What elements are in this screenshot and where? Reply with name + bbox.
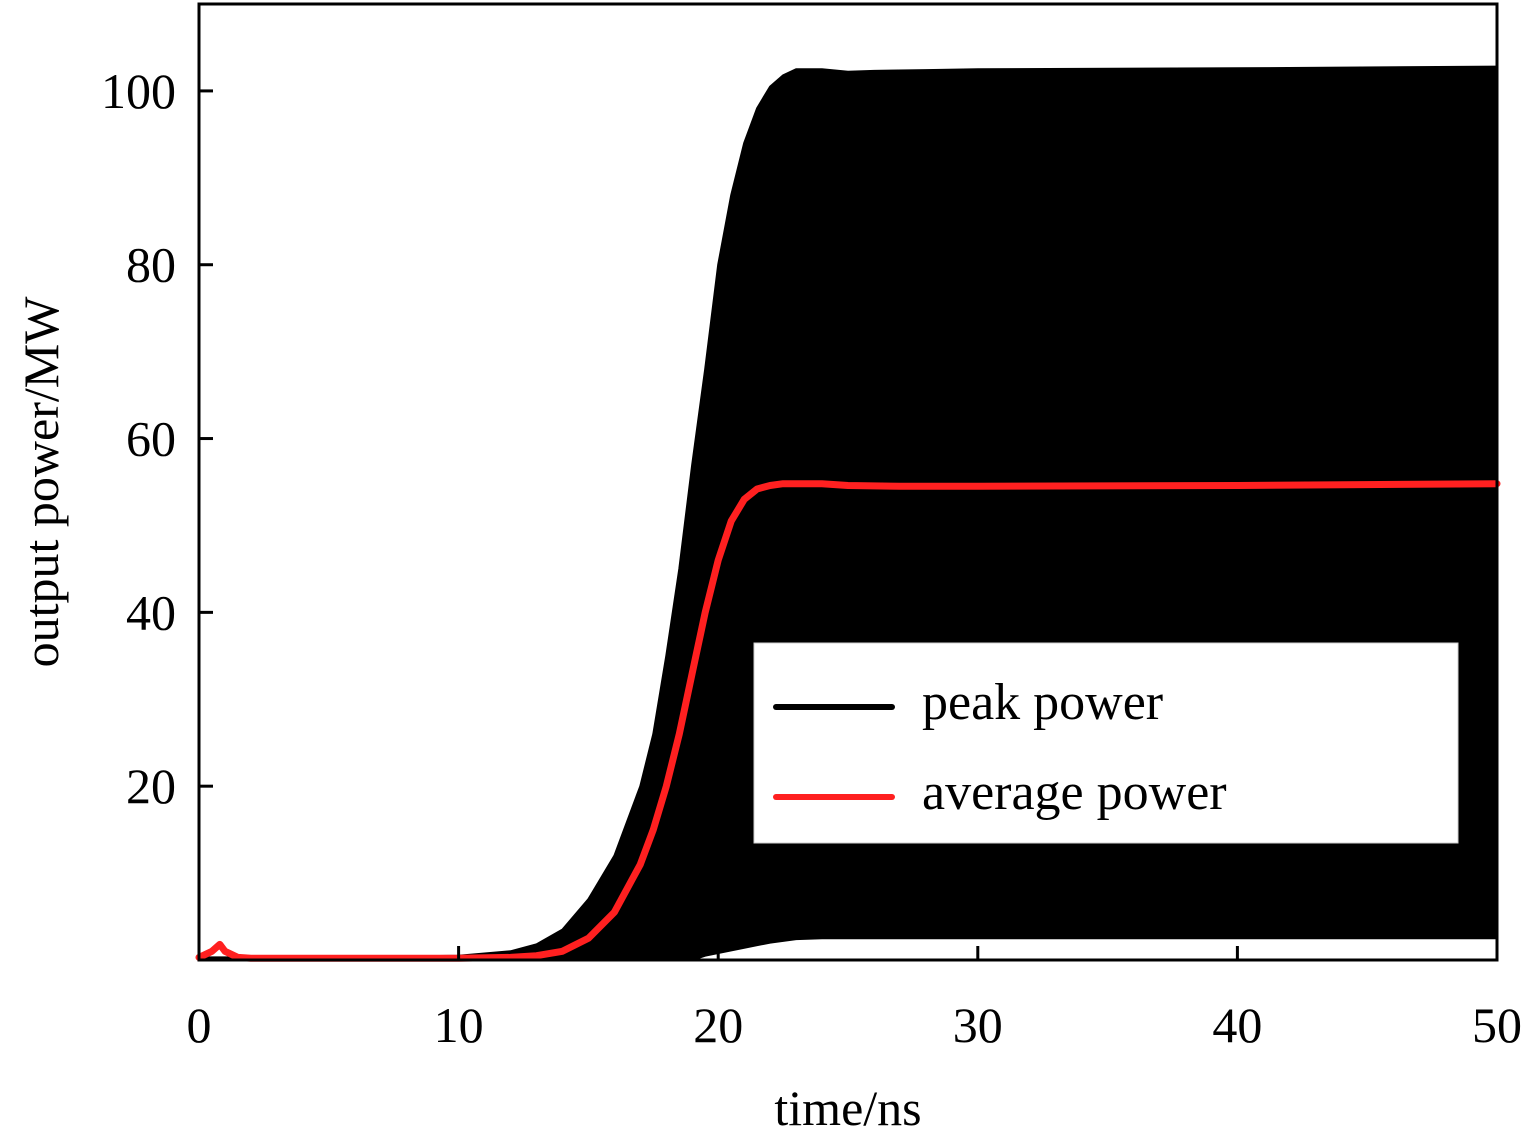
y-tick-label-80: 80 bbox=[126, 237, 176, 293]
average-power-line-layer bbox=[195, 480, 1501, 962]
x-tick-label-30: 30 bbox=[953, 997, 1003, 1053]
y-axis-label: output power/MW bbox=[13, 296, 69, 668]
x-tick-label-20: 20 bbox=[693, 997, 743, 1053]
x-tick-label-0: 0 bbox=[187, 997, 212, 1053]
legend-box bbox=[753, 642, 1459, 844]
average-power-line bbox=[195, 480, 1501, 962]
x-tick-label-50: 50 bbox=[1472, 997, 1522, 1053]
y-tick-label-40: 40 bbox=[126, 584, 176, 640]
x-tick-label-10: 10 bbox=[434, 997, 484, 1053]
plot-frame bbox=[197, 2, 1499, 962]
x-axis-label: time/ns bbox=[774, 1080, 921, 1136]
y-tick-label-20: 20 bbox=[126, 758, 176, 814]
x-tick-label-40: 40 bbox=[1212, 997, 1262, 1053]
y-tick-label-100: 100 bbox=[101, 63, 176, 119]
legend: peak power average power bbox=[753, 642, 1459, 844]
legend-label-peak-power: peak power bbox=[922, 674, 1163, 731]
y-tick-label-60: 60 bbox=[126, 411, 176, 467]
tick-layer: 0 10 20 30 40 50 20 40 60 80 100 bbox=[101, 63, 1522, 1053]
legend-label-average-power: average power bbox=[922, 764, 1227, 821]
